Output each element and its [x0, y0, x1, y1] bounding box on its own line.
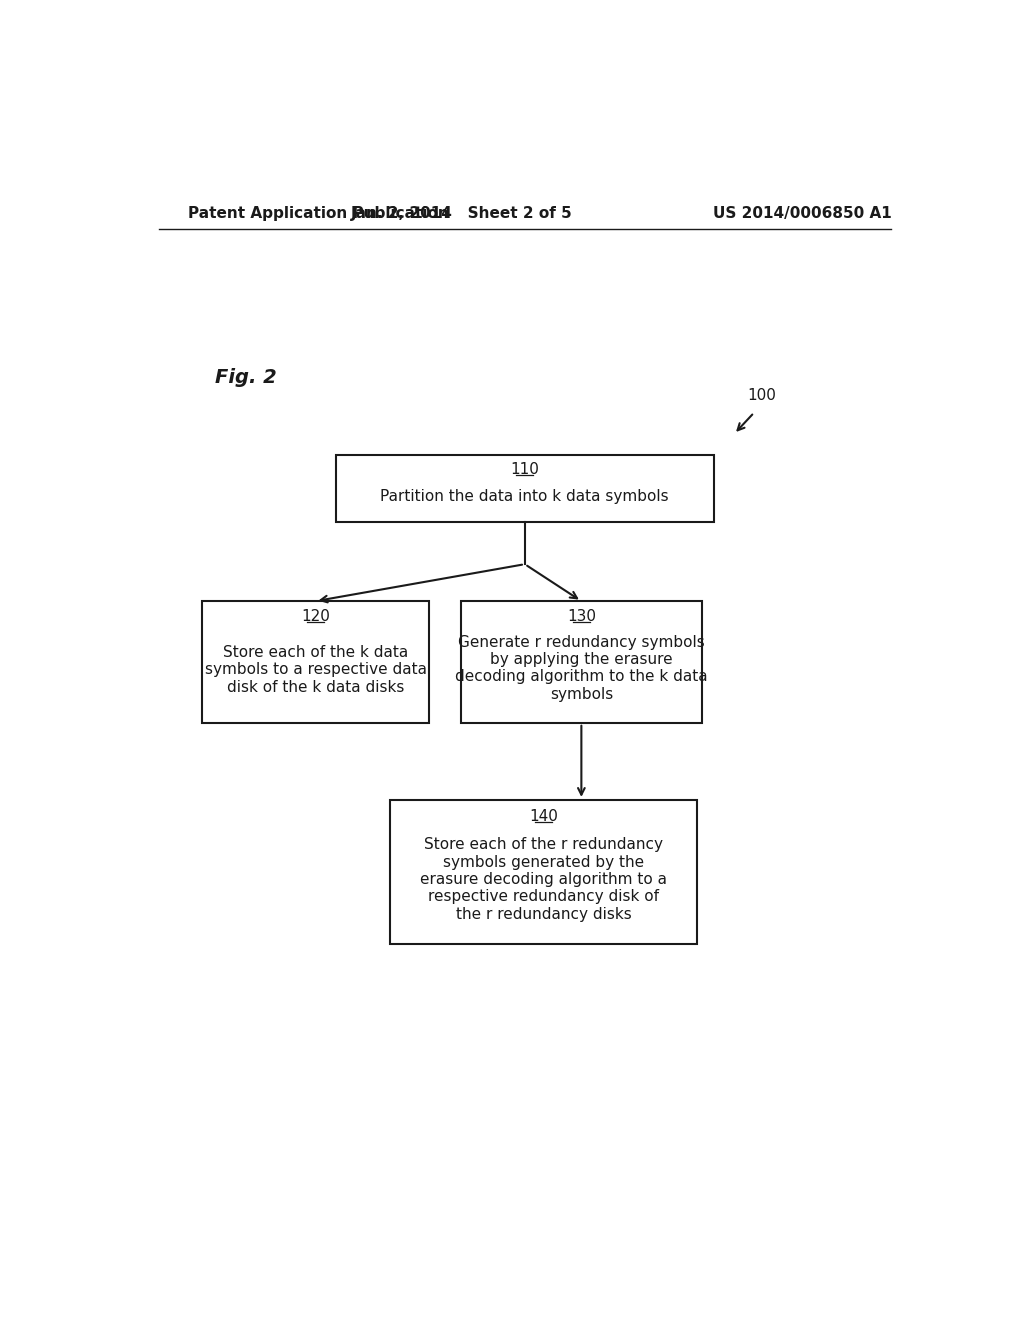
Text: Patent Application Publication: Patent Application Publication	[188, 206, 450, 222]
Text: Store each of the r redundancy
symbols generated by the
erasure decoding algorit: Store each of the r redundancy symbols g…	[420, 837, 667, 921]
Text: 140: 140	[529, 809, 558, 824]
Text: 130: 130	[567, 609, 596, 624]
Text: 120: 120	[301, 609, 330, 624]
Text: US 2014/0006850 A1: US 2014/0006850 A1	[713, 206, 892, 222]
Bar	[390, 800, 697, 944]
Text: Fig. 2: Fig. 2	[215, 368, 276, 387]
Text: Store each of the k data
symbols to a respective data
disk of the k data disks: Store each of the k data symbols to a re…	[205, 644, 427, 694]
Text: Partition the data into k data symbols: Partition the data into k data symbols	[381, 488, 669, 503]
Text: Jan. 2, 2014   Sheet 2 of 5: Jan. 2, 2014 Sheet 2 of 5	[350, 206, 572, 222]
Bar	[461, 601, 701, 723]
Text: 110: 110	[510, 462, 540, 477]
Text: 100: 100	[748, 388, 776, 403]
Text: Generate r redundancy symbols
by applying the erasure
decoding algorithm to the : Generate r redundancy symbols by applyin…	[455, 635, 708, 702]
Bar	[203, 601, 429, 723]
Bar	[336, 455, 714, 521]
